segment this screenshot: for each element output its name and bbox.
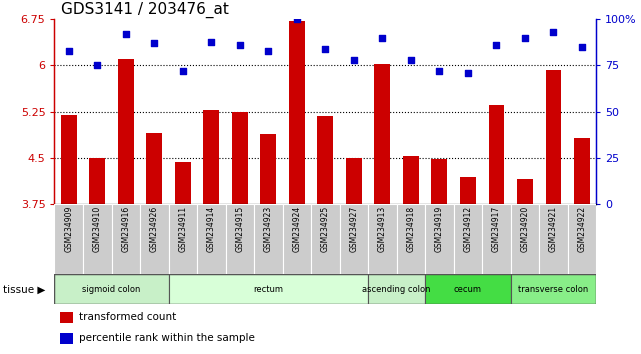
Point: [577, 44, 587, 50]
Bar: [425, 204, 454, 274]
Bar: [454, 204, 482, 274]
Bar: [568, 204, 596, 274]
Bar: [112, 204, 140, 274]
Bar: [260, 134, 276, 204]
Point: [263, 48, 274, 53]
Text: GSM234915: GSM234915: [235, 206, 244, 252]
Point: [434, 68, 444, 74]
Bar: [175, 162, 190, 204]
Text: GSM234924: GSM234924: [292, 206, 301, 252]
Bar: [311, 204, 340, 274]
Bar: [346, 158, 362, 204]
Text: GSM234910: GSM234910: [93, 206, 102, 252]
Text: ascending colon: ascending colon: [362, 285, 431, 294]
Text: GDS3141 / 203476_at: GDS3141 / 203476_at: [61, 1, 229, 18]
Bar: [511, 274, 596, 304]
Bar: [254, 204, 283, 274]
Point: [349, 57, 359, 63]
Bar: [403, 156, 419, 204]
Point: [406, 57, 416, 63]
Bar: [488, 105, 504, 204]
Text: GSM234918: GSM234918: [406, 206, 415, 252]
Point: [235, 42, 245, 48]
Point: [92, 63, 103, 68]
Text: GSM234926: GSM234926: [150, 206, 159, 252]
Text: GSM234916: GSM234916: [121, 206, 130, 252]
Point: [548, 29, 558, 35]
Text: percentile rank within the sample: percentile rank within the sample: [79, 333, 254, 343]
Point: [121, 32, 131, 37]
Text: GSM234917: GSM234917: [492, 206, 501, 252]
Text: GSM234920: GSM234920: [520, 206, 529, 252]
Text: GSM234911: GSM234911: [178, 206, 187, 252]
Bar: [482, 204, 511, 274]
Point: [206, 39, 217, 44]
Bar: [317, 116, 333, 204]
Text: GSM234927: GSM234927: [349, 206, 358, 252]
Bar: [517, 179, 533, 204]
Bar: [368, 274, 425, 304]
Bar: [226, 204, 254, 274]
Bar: [232, 112, 247, 204]
Bar: [169, 274, 368, 304]
Point: [491, 42, 501, 48]
Bar: [545, 70, 562, 204]
Point: [463, 70, 473, 76]
Text: GSM234919: GSM234919: [435, 206, 444, 252]
Text: GSM234921: GSM234921: [549, 206, 558, 252]
Text: GSM234923: GSM234923: [264, 206, 273, 252]
Bar: [460, 177, 476, 204]
Bar: [54, 204, 83, 274]
Text: GSM234914: GSM234914: [207, 206, 216, 252]
Text: transverse colon: transverse colon: [518, 285, 588, 294]
Bar: [425, 274, 511, 304]
Bar: [374, 64, 390, 204]
Point: [377, 35, 387, 41]
Text: cecum: cecum: [454, 285, 482, 294]
Bar: [511, 204, 539, 274]
Bar: [368, 204, 397, 274]
Text: transformed count: transformed count: [79, 312, 176, 322]
Bar: [197, 204, 226, 274]
Bar: [54, 274, 169, 304]
Text: GSM234912: GSM234912: [463, 206, 472, 252]
Bar: [340, 204, 368, 274]
Bar: [397, 204, 425, 274]
Text: GSM234925: GSM234925: [320, 206, 330, 252]
Bar: [146, 133, 162, 204]
Bar: [60, 312, 74, 323]
Point: [63, 48, 74, 53]
Point: [320, 46, 331, 52]
Bar: [118, 59, 133, 204]
Point: [149, 41, 160, 46]
Bar: [140, 204, 169, 274]
Bar: [289, 21, 304, 204]
Text: GSM234909: GSM234909: [64, 206, 73, 252]
Text: GSM234913: GSM234913: [378, 206, 387, 252]
Bar: [539, 204, 568, 274]
Text: tissue ▶: tissue ▶: [3, 284, 46, 295]
Bar: [283, 204, 311, 274]
Point: [292, 17, 302, 22]
Bar: [203, 110, 219, 204]
Bar: [83, 204, 112, 274]
Bar: [169, 204, 197, 274]
Bar: [89, 158, 105, 204]
Text: GSM234922: GSM234922: [578, 206, 587, 252]
Bar: [431, 159, 447, 204]
Bar: [574, 138, 590, 204]
Text: rectum: rectum: [253, 285, 283, 294]
Bar: [60, 332, 74, 343]
Point: [520, 35, 530, 41]
Text: sigmoid colon: sigmoid colon: [82, 285, 140, 294]
Point: [178, 68, 188, 74]
Bar: [61, 115, 76, 204]
